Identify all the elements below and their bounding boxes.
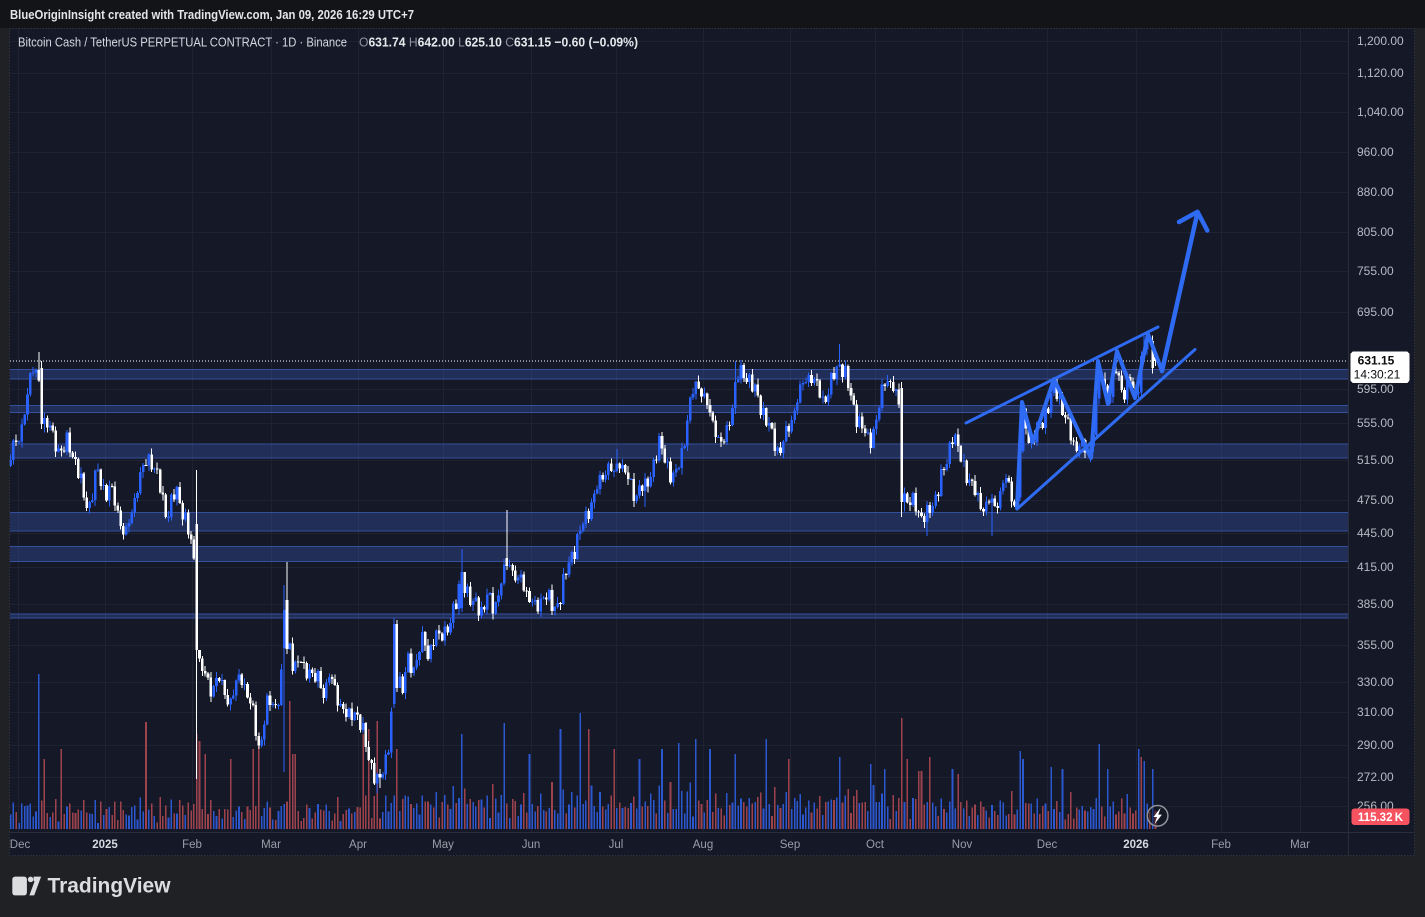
svg-text:1,200.00: 1,200.00 <box>1357 34 1404 48</box>
svg-text:Jun: Jun <box>522 839 541 851</box>
svg-text:115.32 K: 115.32 K <box>1358 812 1404 824</box>
svg-text:272.00: 272.00 <box>1357 770 1394 784</box>
svg-text:290.00: 290.00 <box>1357 738 1394 752</box>
svg-text:2025: 2025 <box>92 839 118 851</box>
svg-text:310.00: 310.00 <box>1357 705 1394 719</box>
svg-text:Apr: Apr <box>349 839 367 851</box>
svg-text:TradingView: TradingView <box>48 875 172 898</box>
svg-text:631.15: 631.15 <box>1358 354 1395 368</box>
svg-text:960.00: 960.00 <box>1357 145 1394 159</box>
svg-text:O631.74 H642.00 L625.10 C631.1: O631.74 H642.00 L625.10 C631.15 −0.60 (−… <box>359 35 638 50</box>
svg-text:595.00: 595.00 <box>1357 382 1394 396</box>
svg-text:Mar: Mar <box>261 839 281 851</box>
svg-text:Feb: Feb <box>1211 839 1231 851</box>
svg-text:Nov: Nov <box>952 839 973 851</box>
svg-text:805.00: 805.00 <box>1357 225 1394 239</box>
svg-text:330.00: 330.00 <box>1357 675 1394 689</box>
svg-text:515.00: 515.00 <box>1357 453 1394 467</box>
svg-text:Sep: Sep <box>780 839 800 851</box>
svg-text:14:30:21: 14:30:21 <box>1354 368 1401 382</box>
svg-text:Feb: Feb <box>182 839 202 851</box>
svg-text:415.00: 415.00 <box>1357 560 1394 574</box>
svg-text:Dec: Dec <box>1037 839 1058 851</box>
svg-text:880.00: 880.00 <box>1357 185 1394 199</box>
svg-text:Bitcoin Cash / TetherUS PERPET: Bitcoin Cash / TetherUS PERPETUAL CONTRA… <box>18 35 347 50</box>
svg-text:Jul: Jul <box>609 839 624 851</box>
svg-text:475.00: 475.00 <box>1357 493 1394 507</box>
svg-text:445.00: 445.00 <box>1357 526 1394 540</box>
svg-text:Oct: Oct <box>866 839 885 851</box>
svg-text:355.00: 355.00 <box>1357 638 1394 652</box>
svg-text:555.00: 555.00 <box>1357 416 1394 430</box>
svg-text:1,120.00: 1,120.00 <box>1357 66 1404 80</box>
svg-text:Dec: Dec <box>10 839 31 851</box>
svg-text:385.00: 385.00 <box>1357 597 1394 611</box>
svg-text:755.00: 755.00 <box>1357 264 1394 278</box>
svg-text:2026: 2026 <box>1123 839 1149 851</box>
svg-text:695.00: 695.00 <box>1357 305 1394 319</box>
svg-text:Mar: Mar <box>1290 839 1310 851</box>
svg-text:BlueOriginInsight created with: BlueOriginInsight created with TradingVi… <box>10 7 414 22</box>
svg-text:Aug: Aug <box>693 839 713 851</box>
svg-text:May: May <box>432 839 454 851</box>
svg-text:1,040.00: 1,040.00 <box>1357 105 1404 119</box>
